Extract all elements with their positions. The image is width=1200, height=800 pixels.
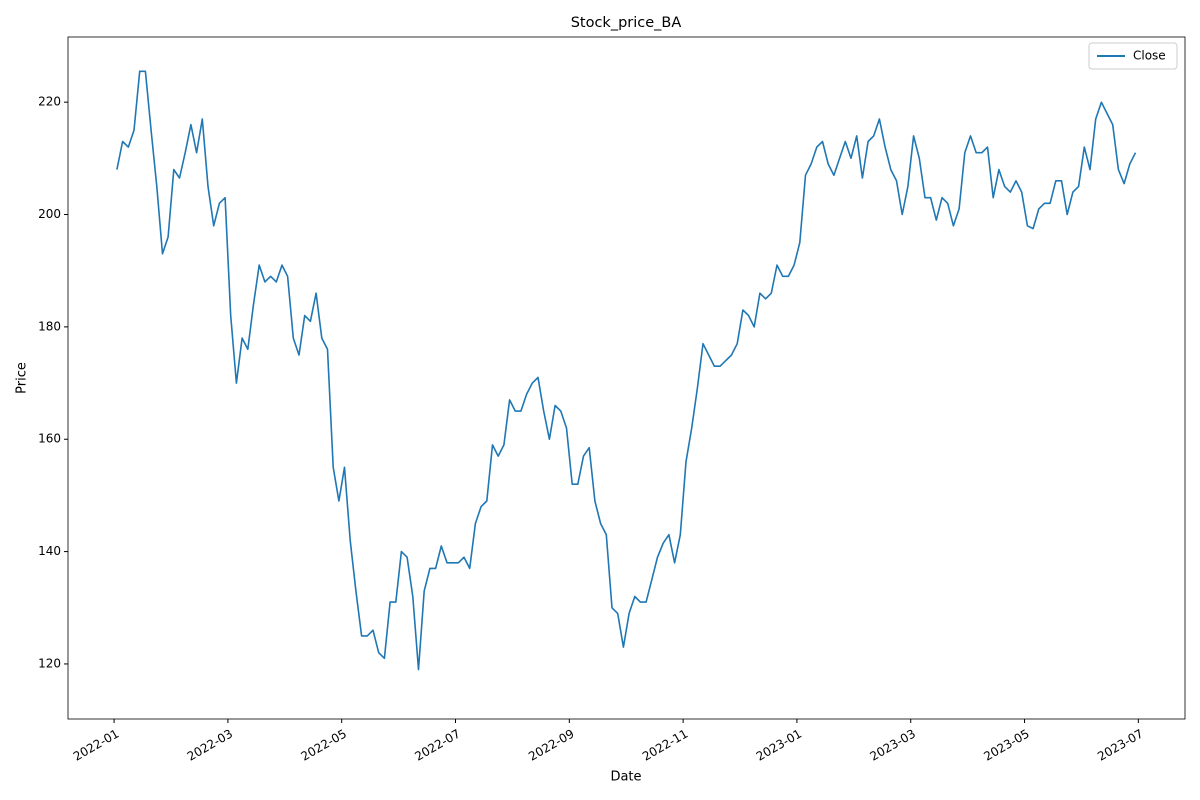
x-tick-label: 2023-05 [981, 727, 1031, 764]
x-tick-label: 2023-07 [1095, 727, 1145, 764]
y-axis-label: Price [15, 362, 30, 394]
y-tick-label: 140 [38, 544, 61, 558]
y-tick-label: 200 [38, 207, 61, 221]
chart-title: Stock_price_BA [571, 15, 682, 31]
x-tick-label: 2022-03 [185, 727, 235, 764]
y-tick-label: 180 [38, 319, 61, 333]
plot-frame [67, 36, 1186, 720]
x-tick-label: 2022-11 [640, 727, 690, 764]
legend-box [1088, 42, 1178, 70]
x-tick-label: 2022-01 [71, 727, 121, 764]
x-tick-label: 2022-07 [412, 727, 462, 764]
x-tick-label: 2023-03 [868, 727, 918, 764]
x-tick-label: 2022-05 [299, 727, 349, 764]
y-tick-label: 160 [38, 432, 61, 446]
y-tick-label: 220 [38, 95, 61, 109]
price-line [116, 70, 1137, 671]
y-tick-label: 120 [38, 656, 61, 670]
x-tick-label: 2023-01 [754, 727, 804, 764]
x-tick-label: 2022-09 [526, 727, 576, 764]
legend-label: Close [1133, 49, 1166, 63]
x-axis-label: Date [610, 770, 641, 785]
